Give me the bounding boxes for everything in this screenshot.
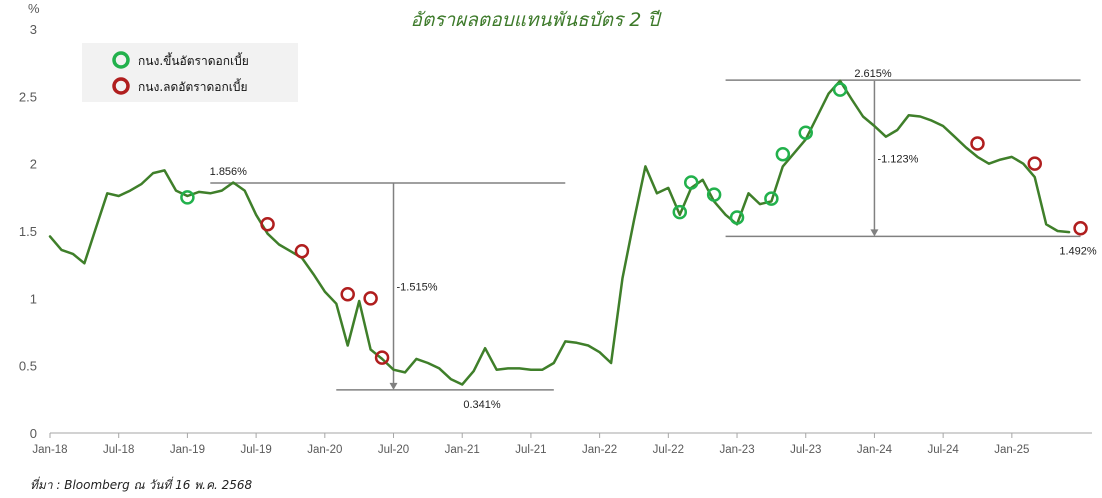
rate-cut-marker bbox=[260, 217, 275, 232]
rate-cut-marker bbox=[1073, 221, 1088, 236]
legend-cut-label: กนง.ลดอัตราดอกเบี้ย bbox=[138, 78, 248, 94]
x-tick-label: Jul-18 bbox=[103, 444, 134, 456]
y-axis-unit: % bbox=[28, 1, 40, 16]
x-tick-label: Jul-19 bbox=[240, 444, 271, 456]
y-tick-label: 0.5 bbox=[19, 359, 37, 374]
y-tick-label: 0 bbox=[30, 426, 37, 441]
yield-line bbox=[48, 79, 1071, 386]
legend-cut-icon bbox=[112, 77, 130, 95]
rate-cut-marker bbox=[363, 291, 378, 306]
rate-cut-marker bbox=[1027, 156, 1042, 171]
series-group bbox=[48, 79, 1071, 386]
rate-cut-marker bbox=[340, 287, 355, 302]
reference-label: 1.492% bbox=[1059, 245, 1097, 257]
rate-hike-marker bbox=[775, 146, 791, 162]
x-tick-label: Jul-21 bbox=[515, 444, 546, 456]
y-tick-label: 2 bbox=[30, 157, 37, 172]
rate-hike-marker bbox=[798, 125, 813, 140]
rate-hike-marker bbox=[672, 204, 688, 220]
rate-cut-marker bbox=[970, 136, 985, 151]
reference-lines: 1.856% 0.341% 2.615% 1.492% -1.515% -1.123% bbox=[210, 68, 1097, 411]
y-tick-label: 2.5 bbox=[19, 89, 37, 104]
x-tick-label: Jan-22 bbox=[582, 444, 617, 456]
reference-label: 0.341% bbox=[463, 399, 501, 411]
x-tick-label: Jan-20 bbox=[307, 444, 342, 456]
x-tick-label: Jan-23 bbox=[719, 444, 754, 456]
legend-hike-icon bbox=[112, 51, 130, 69]
drawdown-arrowhead bbox=[870, 229, 879, 237]
rate-cut-marker bbox=[294, 243, 310, 259]
legend-hike-label: กนง.ขึ้นอัตราดอกเบี้ย bbox=[138, 52, 249, 68]
rate-hike-marker bbox=[683, 175, 699, 190]
y-tick-label: 1 bbox=[30, 291, 37, 306]
x-tick-label: Jul-20 bbox=[378, 444, 409, 456]
x-tick-label: Jan-19 bbox=[170, 444, 205, 456]
rate-hike-marker bbox=[180, 190, 195, 205]
x-tick-label: Jul-24 bbox=[927, 444, 959, 456]
x-tick-label: Jan-18 bbox=[32, 444, 67, 456]
y-tick-label: 3 bbox=[30, 22, 37, 37]
legend: กนง.ขึ้นอัตราดอกเบี้ย กนง.ลดอัตราดอกเบี้… bbox=[82, 43, 298, 102]
x-tick-label: Jan-21 bbox=[445, 444, 480, 456]
x-tick-label: Jan-25 bbox=[994, 444, 1029, 456]
x-tick-label: Jan-24 bbox=[857, 444, 893, 456]
y-tick-label: 1.5 bbox=[19, 224, 37, 239]
policy-markers bbox=[180, 82, 1088, 365]
rate-hike-marker bbox=[729, 210, 745, 225]
drawdown-label: -1.515% bbox=[397, 281, 438, 293]
drawdown-arrowhead bbox=[389, 382, 398, 390]
drawdown-label: -1.123% bbox=[877, 154, 918, 166]
x-axis: Jan-18 Jul-18 Jan-19 Jul-19 Jan-20 Jul-20 Jan-… bbox=[32, 432, 1092, 456]
x-tick-label: Jul-23 bbox=[790, 444, 821, 456]
y-axis: 0 0.5 1 1.5 2 2.5 3 bbox=[19, 22, 37, 441]
rate-hike-marker bbox=[832, 82, 848, 97]
rate-hike-marker bbox=[764, 191, 779, 206]
source-note: ที่มา : Bloomberg ณ วันที่ 16 พ.ค. 2568 bbox=[30, 476, 253, 492]
reference-label: 2.615% bbox=[854, 68, 892, 80]
chart-title: อัตราผลตอบแทนพันธบัตร 2 ปี bbox=[411, 9, 663, 31]
x-tick-label: Jul-22 bbox=[653, 444, 684, 456]
rate-hike-marker bbox=[706, 187, 722, 202]
rate-cut-marker bbox=[374, 350, 390, 365]
reference-label: 1.856% bbox=[210, 166, 248, 178]
